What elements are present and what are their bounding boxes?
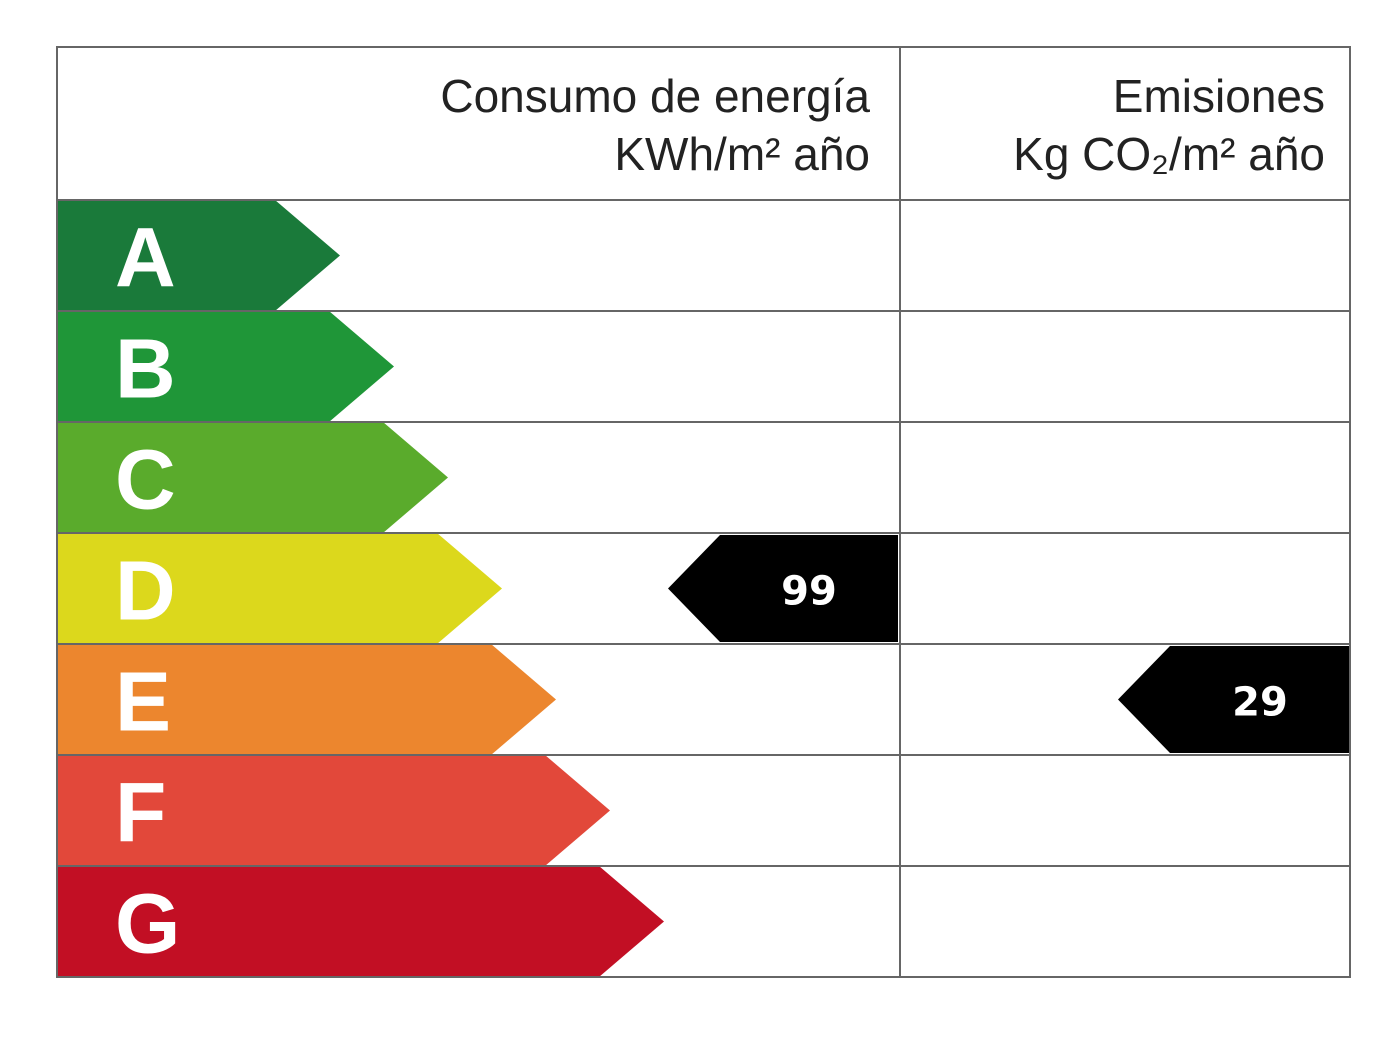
class-letter: A (115, 211, 176, 305)
emissions-title: Emisiones (1113, 70, 1325, 122)
class-letter: E (115, 655, 171, 749)
consumption-pointer (668, 535, 898, 642)
class-letter: D (115, 544, 176, 638)
consumption-title: Consumo de energía (440, 70, 870, 122)
consumption-value: 99 (781, 569, 837, 615)
class-letter: F (115, 766, 166, 860)
frame (56, 46, 1351, 978)
class-arrow (57, 200, 340, 311)
class-arrow (57, 755, 610, 866)
class-letter: B (115, 322, 176, 416)
class-arrow (57, 533, 502, 644)
class-letter: G (115, 877, 180, 971)
consumption-units: KWh/m² año (614, 128, 870, 180)
class-letter: C (115, 433, 176, 527)
class-arrow (57, 644, 556, 755)
emissions-value: 29 (1232, 680, 1288, 726)
emissions-units: Kg CO₂/m² año (1013, 128, 1325, 180)
class-arrow (57, 422, 448, 533)
class-arrow (57, 866, 664, 977)
class-arrow (57, 311, 394, 422)
emissions-pointer (1118, 646, 1350, 753)
